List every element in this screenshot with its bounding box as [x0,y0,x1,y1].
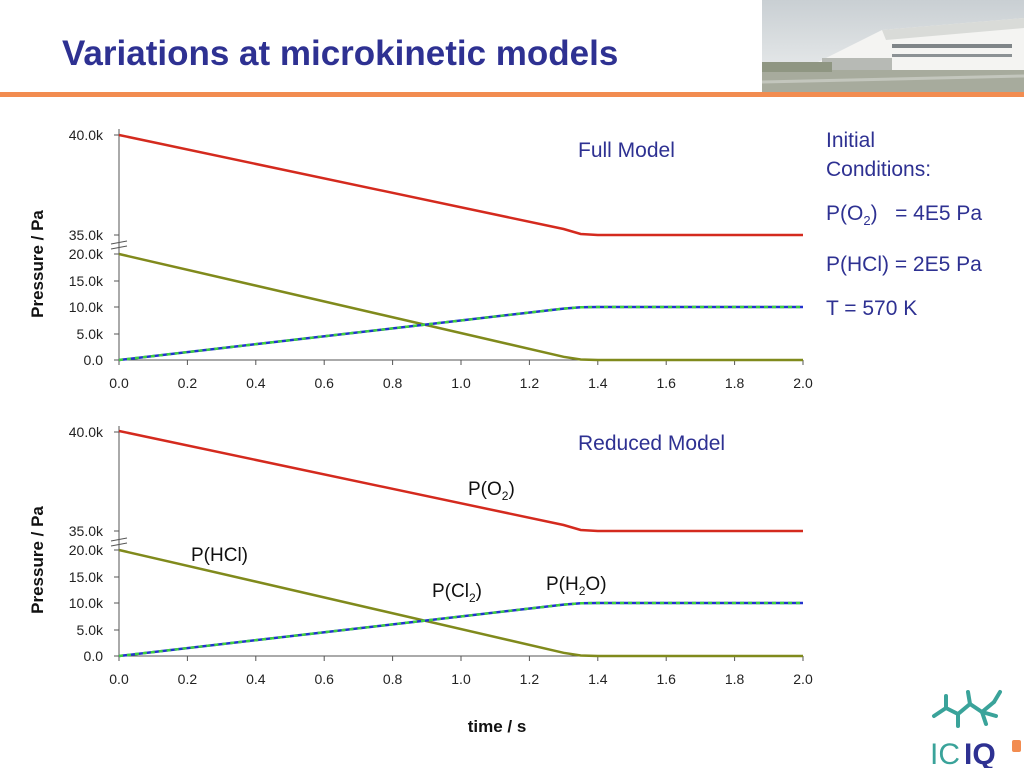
series-hcl-line [118,252,803,362]
y-axis-title: Pressure / Pa [28,506,47,614]
y-tick-marks [114,134,119,361]
x-tick-label: 1.6 [656,671,676,687]
y-tick-label: 5.0k [77,326,104,342]
y-axis-title: Pressure / Pa [28,210,47,318]
series-hcl-line [118,548,803,658]
x-tick-label: 1.4 [588,375,608,391]
x-tick-label: 0.0 [109,671,129,687]
logo-text-iq: IQ [964,738,996,768]
chart-reduced-model: 40.0k 35.0k 20.0k 15.0k 10.0k 5.0k 0.0 0… [28,424,813,736]
y-tick-marks [114,431,119,657]
x-tick-label: 0.8 [383,671,403,687]
x-tick-label: 2.0 [793,671,813,687]
x-tick-label: 0.2 [178,375,198,391]
x-tick-label: 1.8 [725,375,745,391]
x-tick-label: 1.2 [520,375,540,391]
series-o2-line [118,429,803,533]
series-group [118,429,803,658]
x-tick-label: 0.4 [246,671,266,687]
initial-conditions-heading: Initial Conditions: [826,129,932,181]
axis-break-mark [110,240,128,250]
logo-text-ic: IC [930,738,960,768]
x-tick-label: 2.0 [793,375,813,391]
annotation-o2: P(O2) [468,479,515,503]
annotation-h2o: P(H2O) [546,574,607,598]
y-tick-label: 0.0 [84,648,104,664]
x-tick-label: 0.4 [246,375,266,391]
x-tick-label: 0.6 [314,375,334,391]
y-tick-label: 10.0k [69,299,104,315]
initial-hcl-pressure: P(HCl) = 2E5 Pa [826,253,982,277]
x-tick-label: 0.8 [383,375,403,391]
x-tick-label: 1.2 [520,671,540,687]
header-accent-rule [0,92,1024,97]
x-axis-title: time / s [468,717,527,736]
molecule-network-icon: IC IQ [930,690,1021,771]
header-building-photo [762,0,1024,92]
y-tick-label: 10.0k [69,595,104,611]
x-tick-labels: 0.0 0.2 0.4 0.6 0.8 1.0 1.2 1.4 1.6 1.8 2.0 [109,656,813,687]
slide-title: Variations at microkinetic models [62,34,619,73]
x-tick-label: 1.6 [656,375,676,391]
y-tick-label: 35.0k [69,523,104,539]
annotation-hcl: P(HCl) [191,545,248,566]
series-o2-line [118,133,803,237]
initial-conditions-panel: Initial Conditions: P(O2) = 4E5 Pa P(HCl… [826,126,982,338]
chart-full-model: 40.0k 35.0k 20.0k 15.0k 10.0k 5.0k 0.0 0… [28,127,813,391]
y-tick-label: 35.0k [69,227,104,243]
x-tick-label: 1.0 [451,671,471,687]
axis-break-mark [110,537,128,547]
annotation-cl2: P(Cl2) [432,581,482,605]
y-tick-label: 5.0k [77,622,104,638]
y-tick-label: 40.0k [69,424,104,440]
iciq-logo: IC IQ [928,686,1024,771]
model-label-reduced: Reduced Model [578,432,725,455]
y-tick-label: 15.0k [69,273,104,289]
y-tick-label: 0.0 [84,352,104,368]
series-group [118,133,803,362]
model-label-full: Full Model [578,139,675,162]
x-tick-label: 1.8 [725,671,745,687]
x-tick-label: 0.2 [178,671,198,687]
series-h2o-line [118,601,803,658]
y-tick-label: 20.0k [69,542,104,558]
initial-o2-pressure: P(O2) = 4E5 Pa [826,202,983,229]
y-tick-label: 15.0k [69,569,104,585]
y-tick-label: 40.0k [69,127,104,143]
series-h2o-line [118,305,803,362]
x-tick-label: 0.6 [314,671,334,687]
x-tick-label: 0.0 [109,375,129,391]
x-tick-label: 1.0 [451,375,471,391]
x-tick-label: 1.4 [588,671,608,687]
initial-temperature: T = 570 K [826,297,918,321]
y-tick-label: 20.0k [69,246,104,262]
x-tick-labels: 0.0 0.2 0.4 0.6 0.8 1.0 1.2 1.4 1.6 1.8 2.0 [109,360,813,391]
